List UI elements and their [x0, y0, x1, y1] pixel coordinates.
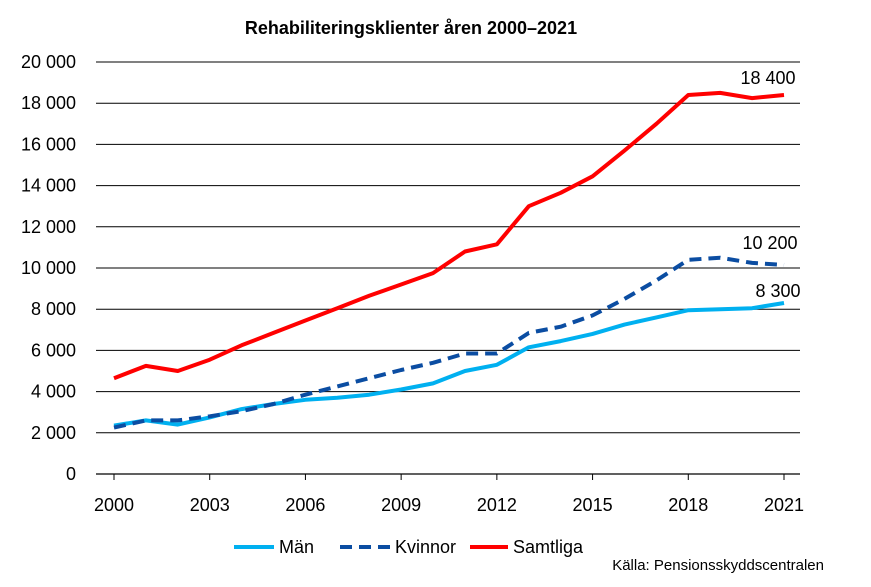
x-tick-label: 2000	[94, 495, 134, 515]
legend: Män Kvinnor Samtliga	[234, 537, 584, 557]
y-tick-label: 18 000	[21, 93, 76, 113]
y-tick-label: 2 000	[31, 423, 76, 443]
x-tick-label: 2021	[764, 495, 804, 515]
series-line-män	[113, 301, 785, 428]
y-tick-label: 10 000	[21, 258, 76, 278]
y-tick-label: 6 000	[31, 340, 76, 360]
y-tick-label: 4 000	[31, 382, 76, 402]
y-tick-label: 16 000	[21, 134, 76, 154]
series-lines	[113, 90, 785, 430]
data-annotations: 18 400 10 200 8 300	[740, 68, 800, 301]
legend-label: Kvinnor	[395, 537, 456, 557]
annotation-samtliga-2021: 18 400	[740, 68, 795, 88]
x-tick-label: 2012	[477, 495, 517, 515]
x-tick-label: 2003	[190, 495, 230, 515]
series-line-samtliga	[113, 90, 785, 381]
source-note: Källa: Pensionsskyddscentralen	[612, 557, 824, 574]
x-tick-label: 2009	[381, 495, 421, 515]
annotation-man-2021: 8 300	[755, 281, 800, 301]
y-tick-label: 0	[66, 464, 76, 484]
x-tick-label: 2018	[668, 495, 708, 515]
y-tick-label: 12 000	[21, 217, 76, 237]
x-axis: 2000 2003 2006 2009 2012 2015 2018 2021	[94, 473, 804, 515]
y-tick-label: 20 000	[21, 52, 76, 72]
annotation-kvinnor-2021: 10 200	[742, 233, 797, 253]
x-tick-label: 2015	[573, 495, 613, 515]
legend-label: Samtliga	[513, 537, 584, 557]
y-tick-label: 14 000	[21, 176, 76, 196]
chart-title: Rehabiliteringsklienter åren 2000–2021	[245, 18, 577, 38]
series-line-kvinnor	[113, 255, 785, 430]
gridlines	[96, 61, 800, 434]
x-tick-label: 2006	[285, 495, 325, 515]
y-axis-tick-labels: 0 2 000 4 000 6 000 8 000 10 000 12 000 14 000 1…	[21, 52, 76, 484]
y-tick-label: 8 000	[31, 299, 76, 319]
legend-label: Män	[279, 537, 314, 557]
